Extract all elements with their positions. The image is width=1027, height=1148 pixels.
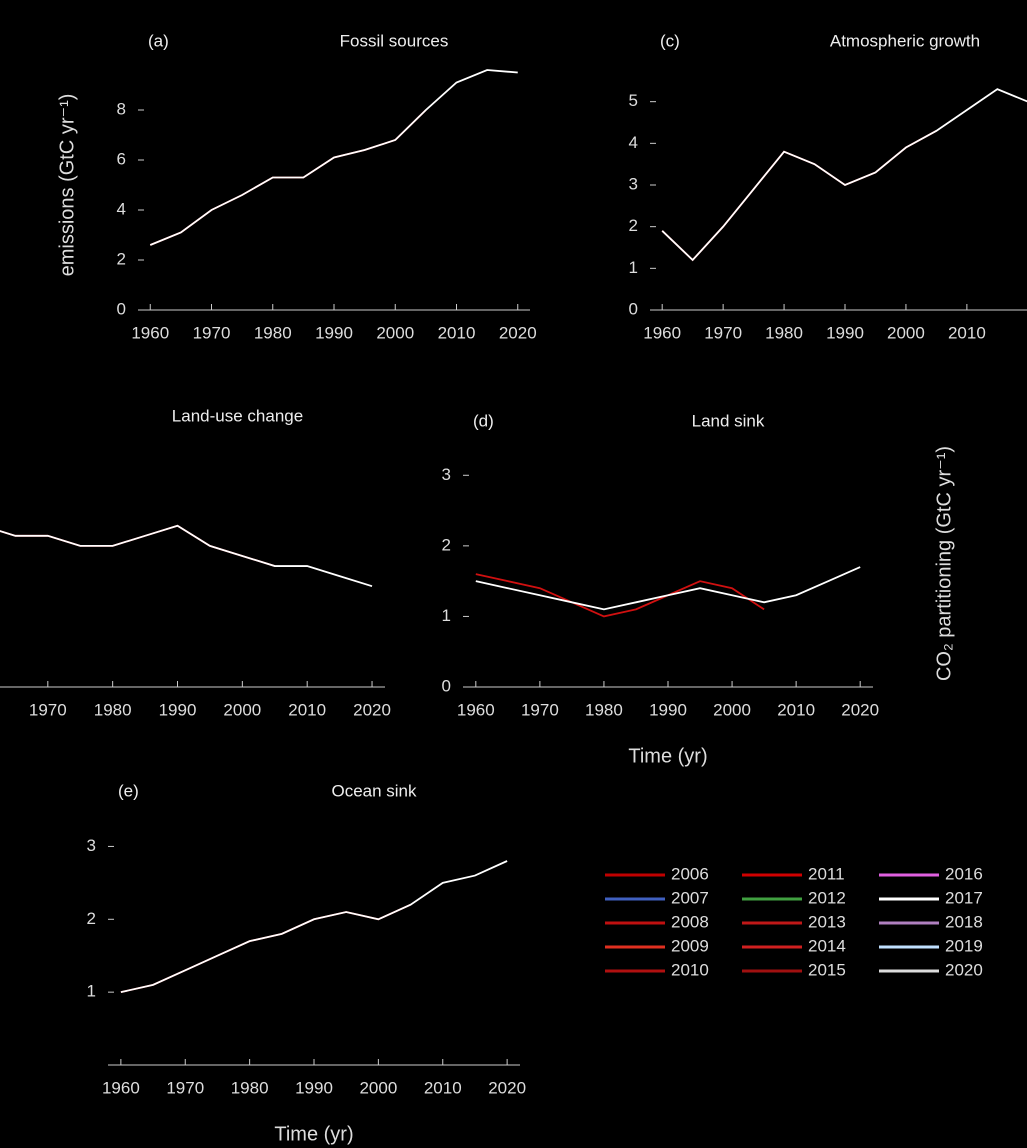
x-tick-label: 2010 [948, 323, 986, 342]
panel-label: (b) [0, 406, 1, 425]
y-tick-label: 0 [117, 299, 126, 318]
legend-label: 2015 [808, 960, 846, 979]
x-tick-label: 1980 [765, 323, 803, 342]
panel-label: (a) [148, 31, 169, 50]
series-line [120, 860, 508, 994]
x-tick-label: 2010 [424, 1078, 462, 1097]
y-tick-label: 2 [87, 909, 96, 928]
y-tick-label: 2 [117, 249, 126, 268]
y-axis-title: CO₂ partitioning (GtC yr⁻¹) [933, 446, 955, 681]
x-tick-label: 1970 [193, 323, 231, 342]
x-tick-label: 1980 [254, 323, 292, 342]
y-tick-label: 1 [442, 606, 451, 625]
legend-label: 2007 [671, 888, 709, 907]
x-tick-label: 1970 [521, 700, 559, 719]
y-tick-label: 1 [87, 982, 96, 1001]
panel-title: Land sink [692, 411, 765, 430]
panel-label: (d) [473, 411, 494, 430]
x-tick-label: 2000 [887, 323, 925, 342]
y-tick-label: 4 [629, 133, 638, 152]
x-tick-label: 1990 [649, 700, 687, 719]
legend-label: 2014 [808, 936, 846, 955]
y-tick-label: 1 [629, 258, 638, 277]
series-line [475, 573, 765, 618]
y-tick-label: 3 [87, 836, 96, 855]
x-tick-label: 1970 [166, 1078, 204, 1097]
series-line [661, 88, 1027, 262]
x-tick-label: 2000 [376, 323, 414, 342]
legend-label: 2017 [945, 888, 983, 907]
x-tick-label: 2020 [488, 1078, 526, 1097]
x-tick-label: 2000 [713, 700, 751, 719]
y-tick-label: 4 [117, 199, 126, 218]
y-tick-label: 3 [629, 174, 638, 193]
x-tick-label: 1960 [643, 323, 681, 342]
series-line [149, 69, 518, 246]
x-tick-label: 1970 [704, 323, 742, 342]
y-tick-label: 0 [442, 676, 451, 695]
x-tick-label: 1990 [159, 700, 197, 719]
x-tick-label: 2000 [359, 1078, 397, 1097]
legend-label: 2010 [671, 960, 709, 979]
x-axis-title: Time (yr) [274, 1123, 353, 1145]
legend-label: 2019 [945, 936, 983, 955]
legend-label: 2008 [671, 912, 709, 931]
y-tick-label: 5 [629, 91, 638, 110]
legend-label: 2012 [808, 888, 846, 907]
x-tick-label: 2020 [499, 323, 537, 342]
legend-label: 2020 [945, 960, 983, 979]
x-axis-title: Time (yr) [628, 745, 707, 767]
x-tick-label: 1990 [315, 323, 353, 342]
x-tick-label: 2020 [841, 700, 879, 719]
x-tick-label: 1980 [94, 700, 132, 719]
x-tick-label: 1960 [457, 700, 495, 719]
x-tick-label: 1990 [826, 323, 864, 342]
x-tick-label: 2010 [288, 700, 326, 719]
legend-label: 2009 [671, 936, 709, 955]
x-tick-label: 2020 [353, 700, 391, 719]
legend-label: 2018 [945, 912, 983, 931]
series-line [0, 524, 373, 588]
legend-label: 2013 [808, 912, 846, 931]
legend-label: 2011 [808, 864, 845, 883]
y-tick-label: 2 [629, 216, 638, 235]
y-tick-label: 6 [117, 149, 126, 168]
y-tick-label: 2 [442, 535, 451, 554]
series-line [475, 566, 861, 611]
x-tick-label: 1990 [295, 1078, 333, 1097]
y-tick-label: 0 [629, 299, 638, 318]
y-tick-label: 8 [117, 99, 126, 118]
series-line [661, 130, 937, 262]
legend-label: 2016 [945, 864, 983, 883]
panel-label: (e) [118, 781, 139, 800]
x-tick-label: 1960 [102, 1078, 140, 1097]
panel-title: Ocean sink [331, 781, 417, 800]
legend-label: 2006 [671, 864, 709, 883]
panel-title: Land-use change [172, 406, 303, 425]
x-tick-label: 2000 [223, 700, 261, 719]
x-tick-label: 2010 [777, 700, 815, 719]
x-tick-label: 1980 [585, 700, 623, 719]
series-line [0, 524, 276, 567]
x-tick-label: 2010 [438, 323, 476, 342]
x-tick-label: 1970 [29, 700, 67, 719]
x-tick-label: 1980 [231, 1078, 269, 1097]
x-tick-label: 1960 [131, 323, 169, 342]
panel-label: (c) [660, 31, 680, 50]
panel-title: Atmospheric growth [830, 31, 980, 50]
y-axis-title: emissions (GtC yr⁻¹) [56, 94, 78, 277]
panel-title: Fossil sources [340, 31, 449, 50]
y-tick-label: 3 [442, 465, 451, 484]
